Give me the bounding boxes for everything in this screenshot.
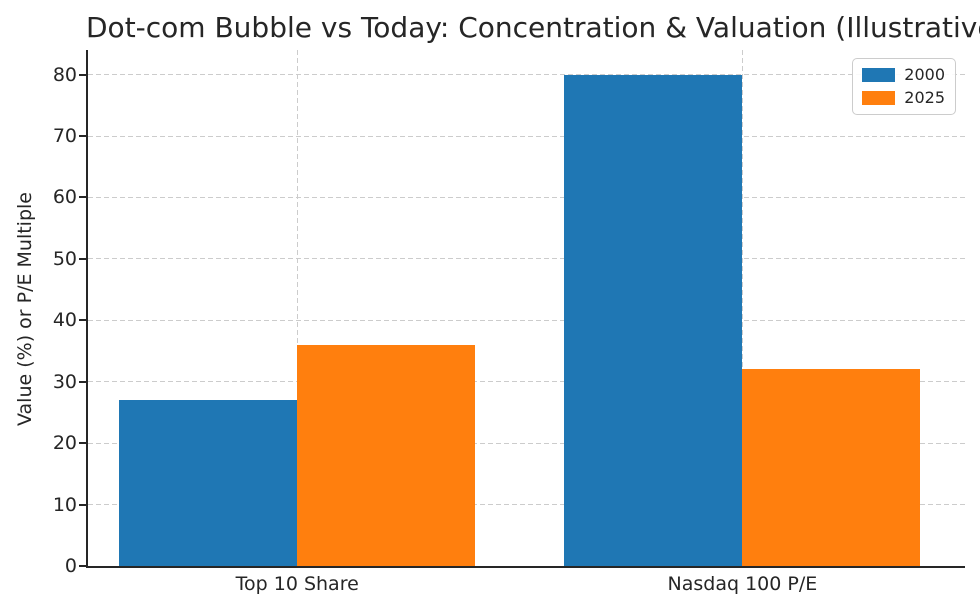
y-tick-label: 10 [52,493,77,516]
h-gridline [88,319,965,321]
plot-area: 0 10 20 30 40 50 60 70 80 Top 10 Share Nasdaq 100 … [53,50,965,595]
x-tick-label: Top 10 Share [235,573,359,595]
y-tick-mark [79,565,86,567]
bar-2025-top-10-share [297,344,476,566]
h-gridline [88,196,965,198]
h-gridline [88,135,965,137]
y-tick-label: 80 [52,63,77,86]
y-tick-mark [79,73,86,76]
h-gridline [88,74,965,76]
y-tick-label: 40 [52,309,77,332]
y-tick-mark [79,196,86,199]
y-tick-label: 20 [52,432,77,455]
y-tick-mark [79,503,86,506]
h-gridline [88,258,965,260]
h-gridline [88,442,965,444]
v-gridline [741,50,743,566]
legend-swatch-2025 [862,91,896,105]
x-tick-label: Nasdaq 100 P/E [667,573,818,595]
y-tick-label: 50 [52,247,77,270]
chart-title: Dot-com Bubble vs Today: Concentration &… [86,11,980,44]
h-gridline [88,381,965,383]
y-tick-mark [79,442,86,445]
legend-label: 2000 [904,65,945,84]
bar-2000-top-10-share [119,400,298,566]
v-gridline [296,50,298,566]
legend-swatch-2000 [862,68,896,82]
legend: 2000 2025 [852,58,956,115]
bar-2000-nasdaq-100-p-e [564,74,743,566]
legend-item-2000: 2000 [862,66,945,84]
legend-item-2025: 2025 [862,89,945,107]
h-gridline [88,504,965,506]
y-axis-label: Value (%) or P/E Multiple [14,192,36,426]
y-tick-mark [79,135,86,137]
y-tick-label: 70 [52,125,77,147]
y-tick-mark [79,380,86,383]
y-tick-mark [79,257,86,260]
legend-label: 2025 [904,88,945,107]
y-tick-label: 30 [52,370,77,393]
bar-2025-nasdaq-100-p-e [742,369,921,566]
y-tick-label: 0 [64,555,77,577]
y-tick-mark [79,319,86,322]
plot-inner: 0 10 20 30 40 50 60 70 80 Top 10 Share Nasdaq 100 … [53,50,965,595]
y-tick-label: 60 [52,186,77,209]
